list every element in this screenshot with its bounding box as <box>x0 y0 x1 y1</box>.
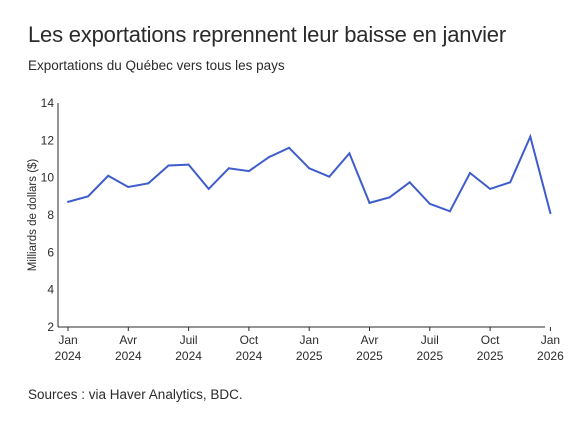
data-point <box>227 167 230 170</box>
chart-title: Les exportations reprennent leur baisse … <box>28 22 506 47</box>
chart-subtitle: Exportations du Québec vers tous les pay… <box>28 58 285 73</box>
data-point <box>348 152 351 155</box>
data-point <box>187 163 190 166</box>
x-tick-label-year: 2024 <box>236 349 263 363</box>
data-point <box>67 200 69 203</box>
x-tick-label-month: Avr <box>361 333 379 347</box>
y-tick-label: 10 <box>41 171 55 185</box>
data-point <box>368 201 371 204</box>
x-tick-label-year: 2025 <box>477 349 504 363</box>
x-tick-label-month: Avr <box>119 333 137 347</box>
data-point <box>549 212 552 215</box>
y-axis-label: Milliards de dollars ($) <box>27 159 39 272</box>
x-tick-label-month: Oct <box>481 333 500 347</box>
source-note: Sources : via Haver Analytics, BDC. <box>28 387 243 402</box>
x-tick-labels: Jan 2024 Avr 2024 Juil 2024 Oct 2024 Jan 2025 Avr 2… <box>55 327 564 363</box>
x-tick-label-year: 2025 <box>296 349 323 363</box>
data-point <box>268 156 270 159</box>
data-point <box>388 196 391 199</box>
data-point <box>529 135 532 138</box>
data-point <box>107 174 110 177</box>
y-tick-label: 4 <box>47 283 54 297</box>
x-tick-label-month: Oct <box>240 333 259 347</box>
series-line <box>67 133 552 214</box>
data-point <box>247 170 250 173</box>
x-tick-label-year: 2024 <box>115 349 142 363</box>
data-point <box>288 146 291 149</box>
x-tick-label-year: 2025 <box>356 349 383 363</box>
data-point <box>469 172 471 174</box>
x-tick-label-year: 2025 <box>416 349 443 363</box>
y-tick-label: 8 <box>47 208 54 222</box>
x-tick-label-month: Jan <box>58 333 77 347</box>
data-point <box>167 164 170 167</box>
data-point <box>147 182 150 185</box>
x-tick-label-month: Jan <box>300 333 319 347</box>
series-layer <box>67 133 552 215</box>
data-point <box>509 181 512 184</box>
data-point <box>489 187 492 190</box>
x-tick-label-month: Jan <box>541 333 560 347</box>
y-tick-label: 2 <box>47 320 54 334</box>
x-tick-label-year: 2024 <box>55 349 82 363</box>
y-axis: 2 4 6 8 10 12 14 Milliards de dollars ($) <box>27 96 59 334</box>
x-tick-label-year: 2026 <box>537 349 564 363</box>
data-point <box>308 167 311 170</box>
x-axis: Jan 2024 Avr 2024 Juil 2024 Oct 2024 Jan 2025 Avr 2… <box>55 326 564 363</box>
y-tick-label: 14 <box>41 96 55 110</box>
x-tick-label-year: 2024 <box>175 349 202 363</box>
x-tick-label-month: Juil <box>421 333 439 347</box>
data-point <box>207 187 210 190</box>
y-tick-label: 6 <box>47 245 54 259</box>
x-tick-label-month: Juil <box>180 333 198 347</box>
data-point <box>127 186 130 188</box>
data-point <box>87 195 90 198</box>
data-point <box>408 181 411 184</box>
y-tick-label: 12 <box>41 133 55 147</box>
data-point <box>328 175 331 178</box>
data-point <box>428 202 431 205</box>
y-tick-labels: 2 4 6 8 10 12 14 <box>41 96 55 334</box>
data-point <box>448 210 451 213</box>
